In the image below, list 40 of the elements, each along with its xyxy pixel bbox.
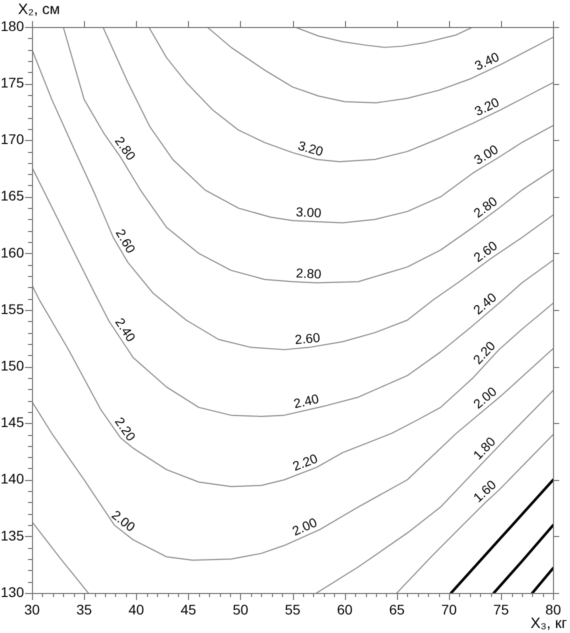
series-label: 3.00: [296, 204, 322, 220]
text: 3.40: [472, 49, 502, 74]
x-tick-label: 40: [128, 601, 144, 618]
text: 2.00: [290, 514, 320, 539]
y-tick-label: 170: [0, 131, 24, 148]
y-axis-title: X₂, см: [18, 1, 60, 18]
text: 2.60: [470, 238, 500, 266]
y-tick-label: 135: [0, 527, 24, 544]
y-tick-label: 160: [0, 244, 24, 260]
x-tick-label: 70: [441, 601, 457, 618]
x-tick-label: 80: [545, 601, 562, 618]
text: 2.00: [108, 507, 138, 535]
text: 2.80: [296, 265, 322, 282]
y-tick-label: 140: [0, 470, 24, 487]
x-tick-label: 50: [232, 601, 248, 618]
text: 1.60: [470, 476, 500, 506]
x-tick-label: 35: [76, 601, 92, 618]
text: 3.20: [472, 94, 502, 119]
text: 2.40: [470, 290, 500, 318]
text: 2.20: [290, 450, 320, 474]
x-tick-label: 45: [180, 601, 196, 618]
x-tick-label: 65: [389, 601, 405, 618]
y-tick-label: 165: [0, 188, 24, 204]
text: 2.00: [470, 384, 500, 412]
y-tick-label: 180: [0, 18, 24, 34]
y-tick-label: 175: [0, 74, 24, 90]
x-tick-label: 30: [24, 601, 40, 618]
y-tick-label: 155: [0, 300, 24, 317]
x-tick-label: 75: [493, 601, 510, 618]
x-tick-label: 55: [284, 601, 301, 618]
y-tick-label: 150: [0, 357, 24, 374]
text: 2.40: [292, 390, 320, 412]
x-axis-title: X₃, кг: [530, 615, 568, 632]
text: 2.80: [470, 194, 500, 221]
y-tick-label: 130: [0, 584, 24, 600]
text: 3.20: [296, 138, 325, 160]
text: 2.60: [294, 330, 321, 348]
x-tick-label: 60: [336, 601, 353, 618]
y-tick-label: 145: [0, 414, 24, 430]
text: 3.00: [471, 142, 501, 168]
